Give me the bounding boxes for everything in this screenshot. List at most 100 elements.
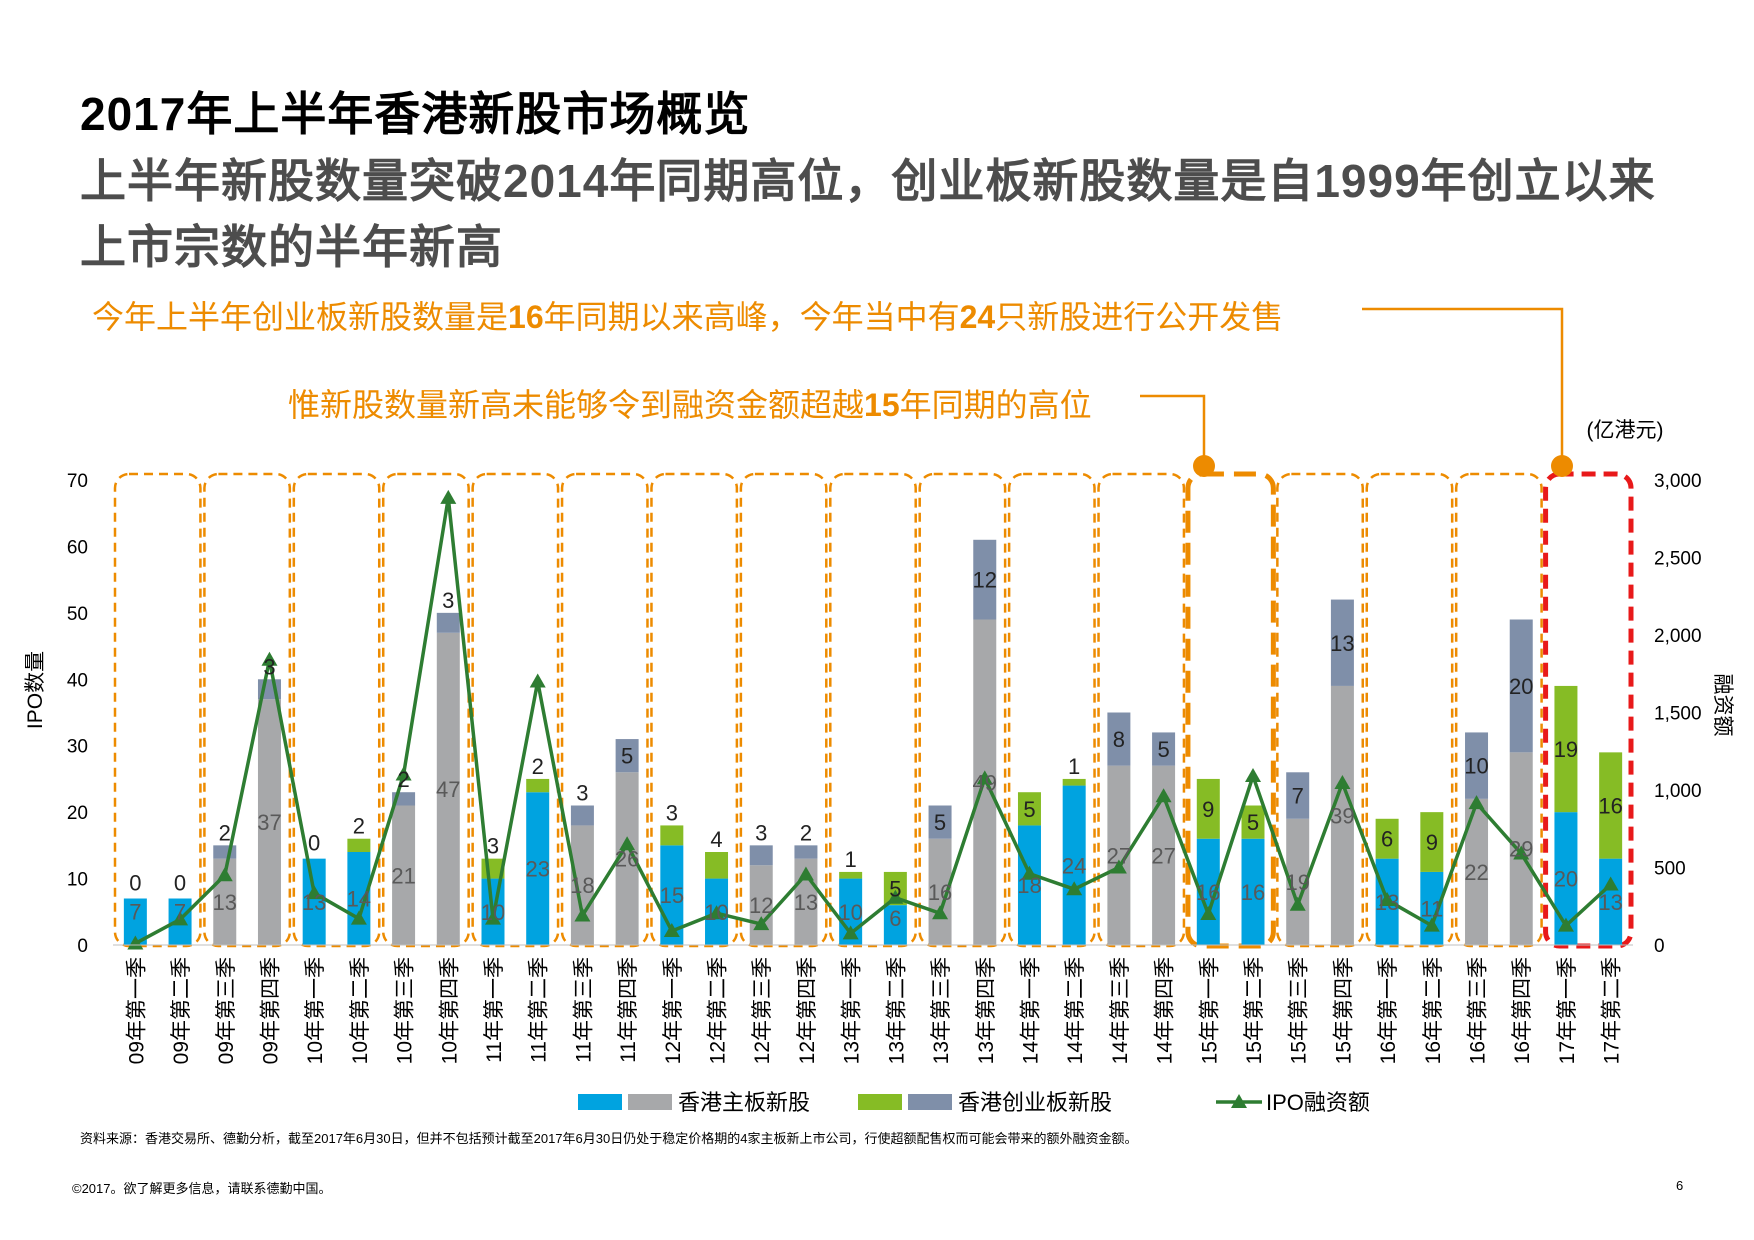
connector-1 — [1362, 307, 1564, 466]
funds-marker-17 — [887, 889, 904, 904]
funds-marker-11 — [619, 836, 636, 851]
x-tick-26: 15年第三季 — [1288, 957, 1311, 1064]
x-tick-17: 13年第二季 — [885, 957, 908, 1064]
x-tick-21: 14年第二季 — [1064, 957, 1087, 1064]
label-gem-3: 3 — [263, 654, 275, 679]
y2-axis-title: 融资额 — [1711, 674, 1734, 737]
bar-gem-15 — [794, 845, 818, 859]
bar-gem-28 — [1375, 818, 1399, 859]
bar-gem-26 — [1286, 772, 1310, 819]
x-tick-24: 15年第一季 — [1198, 957, 1221, 1064]
highlight-box-12 — [650, 472, 739, 948]
label-gem-13: 4 — [710, 827, 722, 852]
y-tick-2: 20 — [67, 803, 88, 824]
label-main-25: 16 — [1241, 880, 1265, 905]
x-tick-33: 17年第二季 — [1601, 957, 1624, 1064]
label-main-4: 13 — [302, 890, 326, 915]
label-gem-22: 8 — [1113, 727, 1125, 752]
label-main-9: 23 — [525, 857, 549, 882]
funds-marker-6 — [395, 766, 412, 781]
funds-marker-24 — [1200, 906, 1217, 920]
bar-gem-14 — [749, 845, 773, 866]
funds-marker-29 — [1423, 917, 1440, 932]
funds-marker-8 — [485, 910, 501, 925]
page-number: 6 — [1676, 1178, 1684, 1193]
funds-marker-20 — [1021, 865, 1038, 880]
callout1-mid: 年同期以来高峰，今年当中有 — [543, 299, 960, 335]
label-gem-12: 3 — [666, 800, 678, 825]
label-main-10: 18 — [570, 873, 594, 898]
legend-label-gem: 香港创业板新股 — [958, 1090, 1112, 1115]
funds-marker-13 — [708, 905, 725, 920]
connector-2 — [1140, 394, 1206, 466]
y2-tick-0: 0 — [1654, 936, 1665, 957]
legend-swatch-gem — [908, 1094, 952, 1110]
bar-main-33 — [1599, 858, 1623, 945]
x-tick-11: 11年第四季 — [617, 957, 640, 1063]
bar-main-21 — [1062, 785, 1086, 945]
x-tick-30: 16年第三季 — [1467, 957, 1490, 1064]
label-gem-28: 6 — [1381, 827, 1393, 852]
label-gem-31: 20 — [1509, 674, 1533, 699]
bar-main-14 — [749, 865, 773, 945]
bar-main-22 — [1107, 765, 1131, 945]
bar-gem-19 — [973, 539, 997, 620]
y-tick-0: 0 — [77, 936, 88, 957]
label-gem-20: 5 — [1023, 797, 1035, 822]
y2-tick-5: 2,500 — [1654, 549, 1702, 570]
y-tick-5: 50 — [67, 604, 88, 625]
funds-marker-12 — [663, 923, 680, 938]
callout1-pre: 今年上半年创业板新股数量是 — [92, 299, 509, 335]
y2-unit: (亿港元) — [1587, 419, 1664, 442]
legend-label-funds: IPO融资额 — [1266, 1090, 1370, 1115]
bar-gem-21 — [1062, 778, 1086, 786]
funds-marker-5 — [350, 910, 367, 925]
y2-tick-4: 2,000 — [1654, 626, 1702, 647]
label-gem-1: 0 — [174, 871, 186, 896]
label-gem-17: 5 — [889, 877, 901, 902]
x-tick-1: 09年第二季 — [170, 957, 193, 1064]
label-main-17: 6 — [889, 906, 901, 931]
label-main-3: 37 — [257, 810, 281, 835]
x-tick-8: 11年第一季 — [483, 957, 506, 1063]
bar-main-27 — [1330, 685, 1354, 945]
label-gem-18: 5 — [934, 810, 946, 835]
callout1-post: 只新股进行公开发售 — [995, 299, 1284, 335]
highlight-box-14 — [739, 472, 828, 948]
label-gem-19: 12 — [973, 568, 997, 593]
label-main-32: 20 — [1554, 867, 1578, 892]
bar-gem-12 — [660, 825, 684, 846]
label-main-23: 27 — [1151, 843, 1175, 868]
x-tick-20: 14年第一季 — [1019, 957, 1042, 1064]
y2-tick-2: 1,000 — [1654, 781, 1702, 802]
funds-marker-19 — [976, 770, 993, 785]
label-main-30: 22 — [1464, 860, 1488, 885]
label-gem-10: 3 — [576, 781, 588, 806]
highlight-box-8 — [471, 472, 560, 948]
bar-gem-32 — [1554, 685, 1578, 813]
funds-marker-0 — [127, 935, 144, 950]
funds-marker-21 — [1066, 881, 1083, 896]
highlight-box-0 — [113, 472, 202, 948]
callout-gem-record: 今年上半年创业板新股数量是16年同期以来高峰，今年当中有24只新股进行公开发售 — [92, 292, 1283, 338]
bar-gem-30 — [1465, 732, 1489, 799]
label-gem-11: 5 — [621, 744, 633, 769]
bars — [123, 539, 1623, 945]
label-main-27: 39 — [1330, 803, 1354, 828]
x-tick-25: 15年第二季 — [1243, 957, 1266, 1064]
label-gem-25: 5 — [1247, 810, 1259, 835]
funds-marker-22 — [1110, 859, 1127, 874]
bar-gem-9 — [526, 778, 550, 793]
label-gem-0: 0 — [129, 871, 141, 896]
label-main-0: 7 — [129, 900, 141, 925]
bar-main-32 — [1554, 812, 1578, 945]
bar-gem-18 — [928, 805, 952, 839]
bar-gem-27 — [1330, 599, 1354, 686]
legend: 香港主板新股 香港创业板新股 IPO融资额 — [578, 1090, 1370, 1115]
label-main-33: 13 — [1598, 890, 1622, 915]
highlight-boxes — [113, 471, 1634, 949]
label-main-29: 11 — [1420, 896, 1443, 921]
axes: 01020304050607005001,0001,5002,0002,5003… — [67, 471, 1702, 1064]
copyright: ©2017。欲了解更多信息，请联系德勤中国。 — [72, 1181, 332, 1196]
x-tick-6: 10年第三季 — [394, 957, 417, 1064]
